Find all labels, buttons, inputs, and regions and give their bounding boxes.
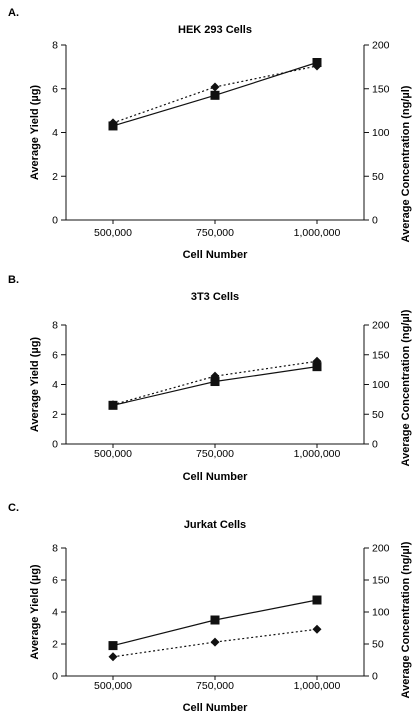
y-axis-title-left: Average Yield (µg) — [29, 564, 41, 660]
y-tick-label-right: 200 — [372, 320, 390, 332]
y-tick-label-right: 50 — [372, 171, 384, 183]
x-tick-label: 500,000 — [94, 227, 132, 239]
panel-letter: A. — [8, 7, 19, 19]
data-point-diamond — [108, 400, 118, 410]
chart-panel-2: C. Jurkat Cells 0 2 4 6 8 0 50 100 150 200 500,000 75… — [8, 502, 412, 714]
y-axis-title-left: Average Yield (µg) — [29, 85, 41, 181]
x-tick-label: 750,000 — [196, 448, 234, 460]
y-axis-title-right: Average Concentration (ng/µl) — [400, 541, 412, 698]
panel-letter: C. — [8, 502, 19, 514]
y-tick-label-right: 100 — [372, 607, 390, 619]
data-point-square — [312, 362, 322, 372]
y-tick-label-left: 8 — [52, 320, 58, 332]
y-tick-label-right: 0 — [372, 439, 378, 451]
y-tick-label-left: 6 — [52, 83, 58, 95]
data-point-diamond — [210, 371, 220, 381]
data-point-square — [210, 90, 220, 100]
y-tick-label-left: 6 — [52, 349, 58, 361]
data-point-diamond — [312, 61, 322, 71]
x-tick-label: 500,000 — [94, 448, 132, 460]
y-tick-label-left: 6 — [52, 575, 58, 587]
x-tick-label: 1,000,000 — [294, 227, 341, 239]
data-point-diamond — [210, 82, 220, 92]
y-tick-label-right: 50 — [372, 639, 384, 651]
x-axis-title: Cell Number — [183, 249, 249, 261]
y-tick-label-left: 4 — [52, 379, 58, 391]
chart-title: 3T3 Cells — [191, 291, 239, 303]
y-tick-label-right: 200 — [372, 40, 390, 52]
x-tick-label: 750,000 — [196, 227, 234, 239]
chart-panel-1: B. 3T3 Cells 0 2 4 6 8 0 50 100 150 200 500,000 750,0… — [8, 274, 412, 483]
y-axis-title-right: Average Concentration (ng/µl) — [400, 85, 412, 242]
chart-title: HEK 293 Cells — [178, 24, 252, 36]
data-point-square — [210, 377, 220, 387]
y-tick-label-left: 2 — [52, 409, 58, 421]
y-tick-label-right: 0 — [372, 215, 378, 227]
y-tick-label-right: 200 — [372, 543, 390, 555]
x-tick-label: 1,000,000 — [294, 680, 341, 692]
chart-panel-0: A. HEK 293 Cells 0 2 4 6 8 0 50 100 150 200 500,000 7… — [8, 7, 412, 261]
chart-title: Jurkat Cells — [184, 519, 246, 531]
data-point-diamond — [312, 624, 322, 634]
y-tick-label-right: 100 — [372, 127, 390, 139]
x-tick-label: 750,000 — [196, 680, 234, 692]
y-tick-label-left: 0 — [52, 215, 58, 227]
y-tick-label-left: 4 — [52, 127, 58, 139]
y-tick-label-left: 0 — [52, 671, 58, 683]
x-axis-title: Cell Number — [183, 702, 249, 714]
y-tick-label-right: 50 — [372, 409, 384, 421]
y-tick-label-left: 0 — [52, 439, 58, 451]
y-tick-label-right: 150 — [372, 575, 390, 587]
data-point-square — [210, 615, 220, 625]
x-tick-label: 500,000 — [94, 680, 132, 692]
y-axis-title-right: Average Concentration (ng/µl) — [400, 309, 412, 466]
y-tick-label-left: 4 — [52, 607, 58, 619]
panel-letter: B. — [8, 274, 19, 286]
data-point-square — [108, 641, 118, 651]
data-point-square — [312, 595, 322, 605]
x-tick-label: 1,000,000 — [294, 448, 341, 460]
y-tick-label-right: 0 — [372, 671, 378, 683]
y-tick-label-right: 100 — [372, 379, 390, 391]
y-axis-title-left: Average Yield (µg) — [29, 337, 41, 433]
data-point-diamond — [210, 637, 220, 647]
y-tick-label-left: 2 — [52, 639, 58, 651]
data-point-diamond — [108, 118, 118, 128]
y-tick-label-left: 8 — [52, 40, 58, 52]
data-point-diamond — [312, 356, 322, 366]
series-line-1 — [112, 628, 318, 658]
y-tick-label-right: 150 — [372, 83, 390, 95]
y-tick-label-left: 2 — [52, 171, 58, 183]
y-tick-label-right: 150 — [372, 349, 390, 361]
data-point-diamond — [108, 652, 118, 662]
x-axis-title: Cell Number — [183, 471, 249, 483]
y-tick-label-left: 8 — [52, 543, 58, 555]
